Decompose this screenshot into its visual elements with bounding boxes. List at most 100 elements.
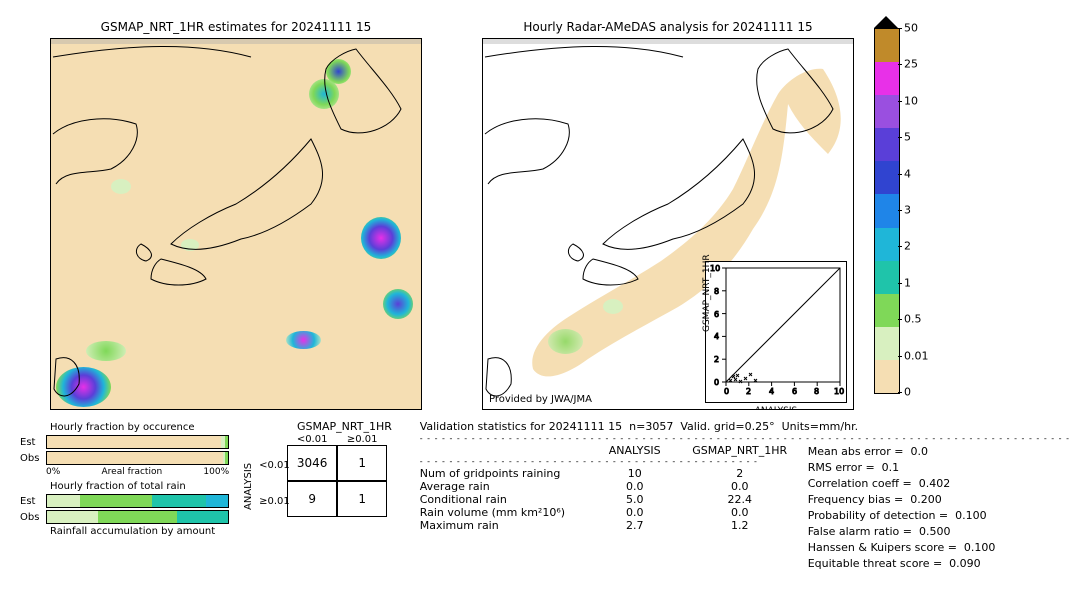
ct-model-label: GSMAP_NRT_1HR <box>287 420 402 433</box>
stats-metric: Probability of detection = 0.100 <box>808 508 996 524</box>
svg-text:6: 6 <box>714 310 719 319</box>
colorbar: 0 0.01 0.5 1 2 3 4 5 10 25 50 <box>874 20 934 400</box>
stats-row-label: Num of gridpoints raining <box>420 467 580 480</box>
stats-title: Validation statistics for 20241111 15 n=… <box>420 420 1070 433</box>
top-row: GSMAP_NRT_1HR estimates for 20241111 15 <box>10 20 1070 410</box>
svg-text:8: 8 <box>714 287 719 296</box>
stats-val-model: 0.0 <box>690 506 790 519</box>
stats-units: Units=mm/hr. <box>782 420 858 433</box>
ct-row-1: <0.01 <box>259 460 290 471</box>
validation-stats: Validation statistics for 20241111 15 n=… <box>420 420 1070 572</box>
map2: 0 2 4 6 8 10 0 2 4 6 8 10 <box>482 38 854 410</box>
stats-val-model: 1.2 <box>690 519 790 532</box>
inset-xlabel: ANALYSIS <box>706 406 846 410</box>
stats-row-label: Conditional rain <box>420 493 580 506</box>
fraction-title-2: Hourly fraction of total rain <box>50 481 229 492</box>
fraction-title-1: Hourly fraction by occurence <box>50 422 229 433</box>
provider-note: Provided by JWA/JMA <box>489 394 592 405</box>
bottom-row: Hourly fraction by occurence Est Obs 0% A… <box>10 420 1070 572</box>
colorbar-tick: 1 <box>904 276 911 289</box>
axis-right: 100% <box>203 467 229 477</box>
colorbar-tick: 50 <box>904 22 918 35</box>
ct-col-1: <0.01 <box>287 434 337 445</box>
ct-cell: 3046 <box>287 445 337 481</box>
axis-label: Areal fraction <box>102 467 163 477</box>
svg-text:6: 6 <box>792 387 797 396</box>
stats-head-model: GSMAP_NRT_1HR <box>690 444 790 457</box>
axis-left: 0% <box>46 467 60 477</box>
dashed-rule: - - - - - - - - - - - - - - - - - - - - … <box>420 457 760 467</box>
map2-title: Hourly Radar-AMeDAS analysis for 2024111… <box>482 20 854 34</box>
stats-val-model: 0.0 <box>690 480 790 493</box>
stats-val-analysis: 0.0 <box>600 506 670 519</box>
ct-cell: 1 <box>337 481 387 517</box>
ct-cell: 9 <box>287 481 337 517</box>
dashed-rule: - - - - - - - - - - - - - - - - - - - - … <box>420 434 1070 444</box>
map1-wrap: GSMAP_NRT_1HR estimates for 20241111 15 <box>50 20 422 410</box>
stats-val-model: 2 <box>690 467 790 480</box>
stats-row-label: Maximum rain <box>420 519 580 532</box>
colorbar-tick: 3 <box>904 204 911 217</box>
svg-text:8: 8 <box>814 387 819 396</box>
stats-metric: Correlation coeff = 0.402 <box>808 476 996 492</box>
colorbar-tick: 10 <box>904 94 918 107</box>
svg-text:2: 2 <box>714 355 719 364</box>
colorbar-tick: 5 <box>904 131 911 144</box>
colorbar-tick: 2 <box>904 240 911 253</box>
stats-row: Num of gridpoints raining 10 2 <box>420 467 790 480</box>
scatter-inset: 0 2 4 6 8 10 0 2 4 6 8 10 <box>705 261 847 403</box>
stats-val-analysis: 0.0 <box>600 480 670 493</box>
stats-title-prefix: Validation statistics for <box>420 420 545 433</box>
map2-wrap: Hourly Radar-AMeDAS analysis for 2024111… <box>482 20 854 410</box>
colorbar-tick: 0.5 <box>904 313 922 326</box>
svg-text:4: 4 <box>769 387 774 396</box>
contingency-table: GSMAP_NRT_1HR <0.01 ≥0.01 ANALYSIS <0.01… <box>247 420 402 517</box>
stats-metric: False alarm ratio = 0.500 <box>808 524 996 540</box>
row-label-obs: Obs <box>20 512 46 523</box>
stats-row-label: Rain volume (mm km²10⁶) <box>420 506 580 519</box>
fraction-bar <box>46 435 229 449</box>
svg-text:2: 2 <box>746 387 751 396</box>
stats-val-analysis: 2.7 <box>600 519 670 532</box>
ct-row-2: ≥0.01 <box>259 496 290 507</box>
stats-n: n=3057 <box>629 420 673 433</box>
inset-ylabel: GSMAP_NRT_1HR <box>702 254 712 332</box>
stats-metric: Frequency bias = 0.200 <box>808 492 996 508</box>
row-label-obs: Obs <box>20 453 46 464</box>
stats-right-col: Mean abs error = 0.0RMS error = 0.1Corre… <box>808 444 996 572</box>
stats-metric: Hanssen & Kuipers score = 0.100 <box>808 540 996 556</box>
colorbar-tick: 0.01 <box>904 349 929 362</box>
stats-val-analysis: 5.0 <box>600 493 670 506</box>
stats-metric: Mean abs error = 0.0 <box>808 444 996 460</box>
ct-cell: 1 <box>337 445 387 481</box>
fraction-title-3: Rainfall accumulation by amount <box>50 526 229 537</box>
stats-row: Conditional rain 5.0 22.4 <box>420 493 790 506</box>
stats-row: Average rain 0.0 0.0 <box>420 480 790 493</box>
colorbar-tick: 25 <box>904 58 918 71</box>
coastline <box>51 39 421 409</box>
colorbar-tick: 4 <box>904 167 911 180</box>
stats-metric: Equitable threat score = 0.090 <box>808 556 996 572</box>
stats-grid: Valid. grid=0.25° <box>680 420 774 433</box>
row-label-est: Est <box>20 496 46 507</box>
stats-head-analysis: ANALYSIS <box>600 444 670 457</box>
map1: 25°N30°N35°N40°N45°N125°E130°E135°E140°E… <box>50 38 422 410</box>
stats-metric: RMS error = 0.1 <box>808 460 996 476</box>
ct-analysis-label: ANALYSIS <box>243 463 254 510</box>
stats-row: Maximum rain 2.7 1.2 <box>420 519 790 532</box>
svg-text:0: 0 <box>724 387 729 396</box>
stats-title-ts: 20241111 15 <box>549 420 622 433</box>
fraction-bar <box>46 451 229 465</box>
row-label-est: Est <box>20 437 46 448</box>
scatter-plot: 0 2 4 6 8 10 0 2 4 6 8 10 <box>706 262 846 402</box>
stats-row-label: Average rain <box>420 480 580 493</box>
svg-text:4: 4 <box>714 332 719 341</box>
svg-text:10: 10 <box>834 387 844 396</box>
ct-col-2: ≥0.01 <box>337 434 387 445</box>
fraction-panel: Hourly fraction by occurence Est Obs 0% A… <box>20 420 229 539</box>
svg-text:0: 0 <box>714 378 719 387</box>
stats-val-analysis: 10 <box>600 467 670 480</box>
stats-row: Rain volume (mm km²10⁶) 0.0 0.0 <box>420 506 790 519</box>
fraction-bar <box>46 510 229 524</box>
colorbar-tick: 0 <box>904 386 911 399</box>
